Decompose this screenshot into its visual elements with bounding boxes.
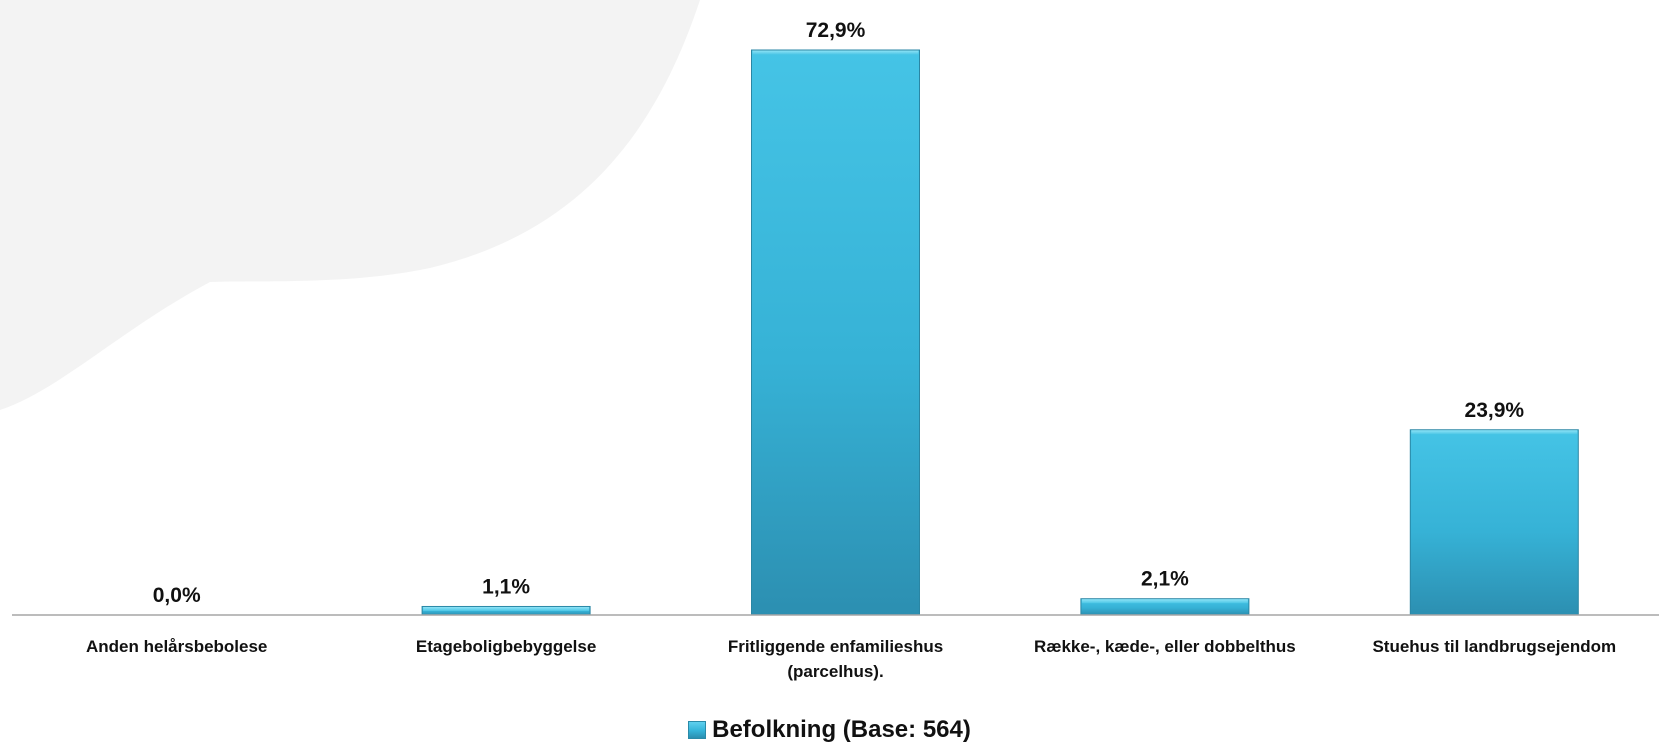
legend-swatch: [688, 721, 707, 739]
category-label-4: Række-, kæde-, eller dobbelthus: [1034, 637, 1296, 656]
bar-2: [421, 605, 591, 616]
value-label-3: 72,9%: [806, 19, 866, 42]
value-label-5: 23,9%: [1465, 399, 1525, 422]
value-label-1: 0,0%: [153, 584, 201, 607]
legend-label: Befolkning (Base: 564): [712, 716, 971, 743]
value-label-2: 1,1%: [482, 575, 530, 598]
legend: Befolkning (Base: 564): [0, 716, 1659, 744]
category-label-2: Etageboligbebyggelse: [416, 637, 596, 656]
chart: 0,0% Anden helårsbebolese 1,1% Etageboligbe…: [0, 0, 1659, 681]
category-label-1: Anden helårsbebolese: [86, 637, 267, 656]
bar-3: [751, 49, 920, 616]
category-label-3-line-1: Fritliggende enfamilieshus: [728, 637, 943, 656]
category-label-5: Stuehus til landbrugsejendom: [1372, 637, 1616, 656]
category-label-3-line-2: (parcelhus).: [787, 662, 883, 681]
bar-5: [1409, 429, 1579, 616]
bar-4: [1080, 598, 1250, 616]
background-shape: [0, 0, 700, 410]
value-label-4: 2,1%: [1141, 568, 1189, 591]
